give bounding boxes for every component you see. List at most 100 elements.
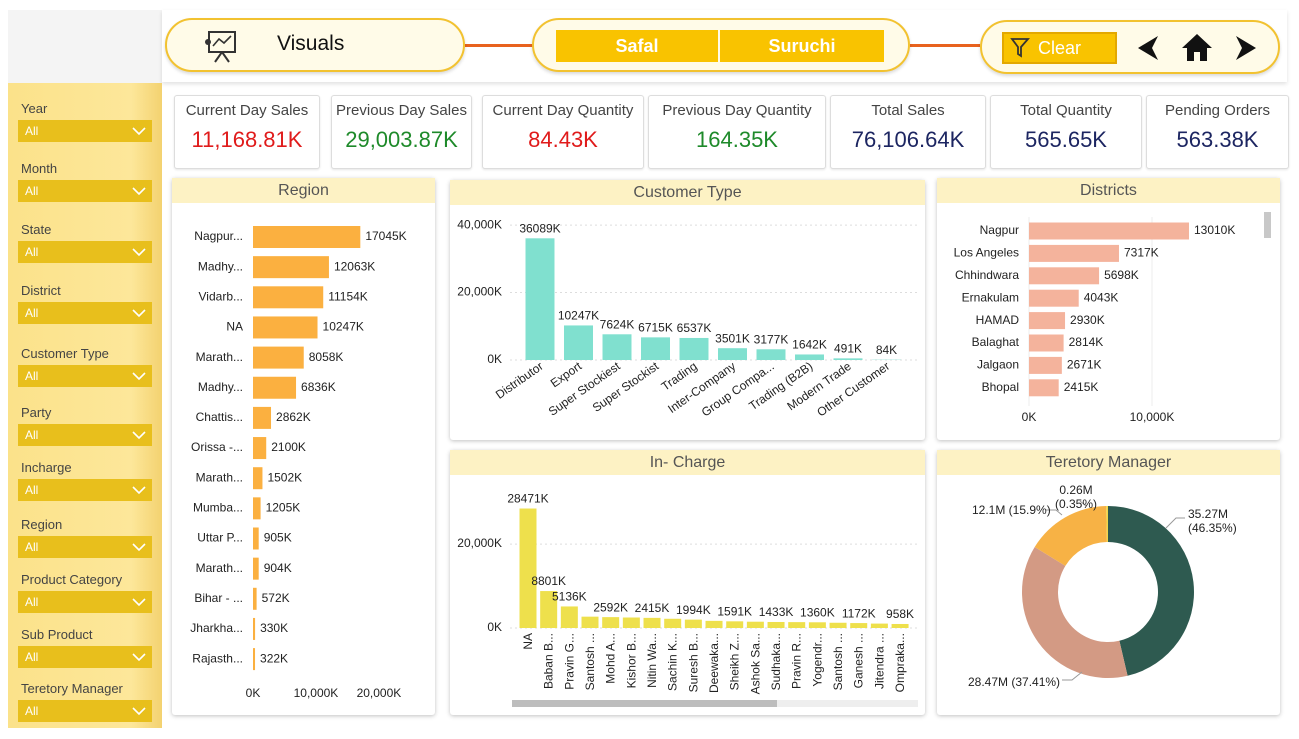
bar (1029, 334, 1064, 352)
bar (664, 618, 682, 628)
filter-dropdown[interactable]: All (18, 646, 152, 668)
home-button[interactable] (1180, 32, 1214, 64)
forward-button[interactable] (1230, 34, 1264, 62)
data-label: 1642K (792, 338, 827, 352)
category-label: Super Stockist (590, 359, 662, 415)
bar (726, 621, 744, 628)
category-label: Suresh B... (686, 633, 700, 692)
bar (253, 617, 256, 640)
category-label: Orissa -... (191, 440, 243, 454)
presentation-icon (205, 31, 236, 63)
filter-dropdown[interactable]: All (18, 241, 152, 263)
category-label: Ashok Sa... (748, 633, 762, 694)
filter-dropdown[interactable]: All (18, 302, 152, 324)
category-label: Deewaka... (707, 633, 721, 693)
data-label: 6836K (301, 380, 336, 394)
data-label: 1994K (676, 603, 711, 617)
bar (602, 334, 632, 360)
data-label: 572K (262, 591, 290, 605)
filter-dropdown[interactable]: All (18, 365, 152, 387)
data-label: 2592K (593, 600, 628, 614)
data-label: 3177K (754, 332, 789, 346)
data-label: 0.26M (0.35%) (1054, 483, 1098, 511)
data-label: 84K (876, 343, 897, 357)
chevron (132, 127, 146, 136)
filter-dropdown[interactable]: All (18, 180, 152, 202)
leader-line (1046, 509, 1063, 516)
connector (910, 44, 980, 47)
data-label: 904K (264, 561, 292, 575)
x-tick-label: 20,000K (357, 686, 402, 700)
kpi-label: Current Day Sales (185, 102, 309, 119)
filter-dropdown[interactable]: All (18, 424, 152, 446)
back-button[interactable] (1132, 34, 1166, 62)
kpi-label: Total Quantity (1020, 102, 1112, 119)
bar (1029, 379, 1059, 397)
bar (253, 346, 304, 369)
kpi-value: 11,168.81K (191, 127, 303, 152)
bar (850, 623, 868, 628)
bar (253, 437, 267, 460)
data-label: 1205K (266, 501, 301, 515)
bar (756, 349, 786, 360)
scrollbar (1264, 212, 1271, 238)
data-label: 2814K (1069, 335, 1104, 349)
kpi-label: Total Sales (871, 102, 945, 119)
chevron (132, 653, 146, 662)
tab[interactable]: Safal (556, 30, 718, 62)
filter-label: Product Category (21, 572, 123, 587)
kpi-card: Previous Day Sales 29,003.87K (331, 95, 472, 169)
kpi-label: Current Day Quantity (492, 102, 634, 119)
chart-title: Region (172, 178, 435, 203)
chart-title: Customer Type (450, 180, 925, 205)
kpi-card: Pending Orders 563.38K (1146, 95, 1289, 169)
data-label: 7624K (600, 317, 635, 331)
filter-label: Year (21, 101, 48, 116)
data-label: 958K (886, 607, 914, 621)
category-label: Santosh ... (831, 633, 845, 690)
filter-dropdown[interactable]: All (18, 591, 152, 613)
chevron (132, 598, 146, 607)
donut-slice (1022, 547, 1128, 678)
category-label: Bihar - ... (194, 591, 243, 605)
kpi-card: Current Day Quantity 84.43K (482, 95, 644, 169)
leader-line (1062, 671, 1083, 681)
filter-dropdown[interactable]: All (18, 479, 152, 501)
bar (581, 616, 599, 628)
bar (1029, 356, 1062, 374)
connector (465, 44, 533, 47)
data-label: 1591K (717, 604, 752, 618)
filter-dropdown[interactable]: All (18, 700, 152, 722)
data-label: 4043K (1084, 290, 1119, 304)
bar (253, 648, 256, 671)
y-tick-label: 20,000K (457, 285, 502, 299)
data-label: 1502K (267, 470, 302, 484)
filter-dropdown[interactable]: All (18, 536, 152, 558)
filter-label: Incharge (21, 460, 72, 475)
kpi-value: 76,106.64K (851, 127, 965, 152)
data-label: 6537K (677, 321, 712, 335)
filter-label: District (21, 283, 61, 298)
tab[interactable]: Suruchi (720, 30, 884, 62)
bar (253, 256, 329, 279)
title-pill: Visuals (165, 18, 465, 72)
kpi-card: Total Quantity 565.65K (990, 95, 1142, 169)
data-label: 1360K (800, 605, 835, 619)
bar (560, 606, 578, 628)
filter-dropdown[interactable]: All (18, 120, 152, 142)
category-label: Pravin R... (790, 633, 804, 689)
category-label: Kishor B... (624, 633, 638, 688)
data-label: 35.27M (46.35%) (1188, 507, 1237, 535)
bar (1029, 244, 1119, 262)
category-label: Marath... (196, 470, 243, 484)
data-label: 2930K (1070, 313, 1105, 327)
donut-slice (1106, 506, 1108, 543)
bar (540, 591, 558, 628)
chevron (132, 543, 146, 552)
bar (718, 348, 747, 360)
leader-line (1079, 500, 1087, 507)
kpi-value: 565.65K (1025, 127, 1107, 152)
filter-label: Month (21, 161, 58, 176)
chart-title: Districts (937, 178, 1280, 203)
x-tick-label: 10,000K (1130, 410, 1175, 424)
